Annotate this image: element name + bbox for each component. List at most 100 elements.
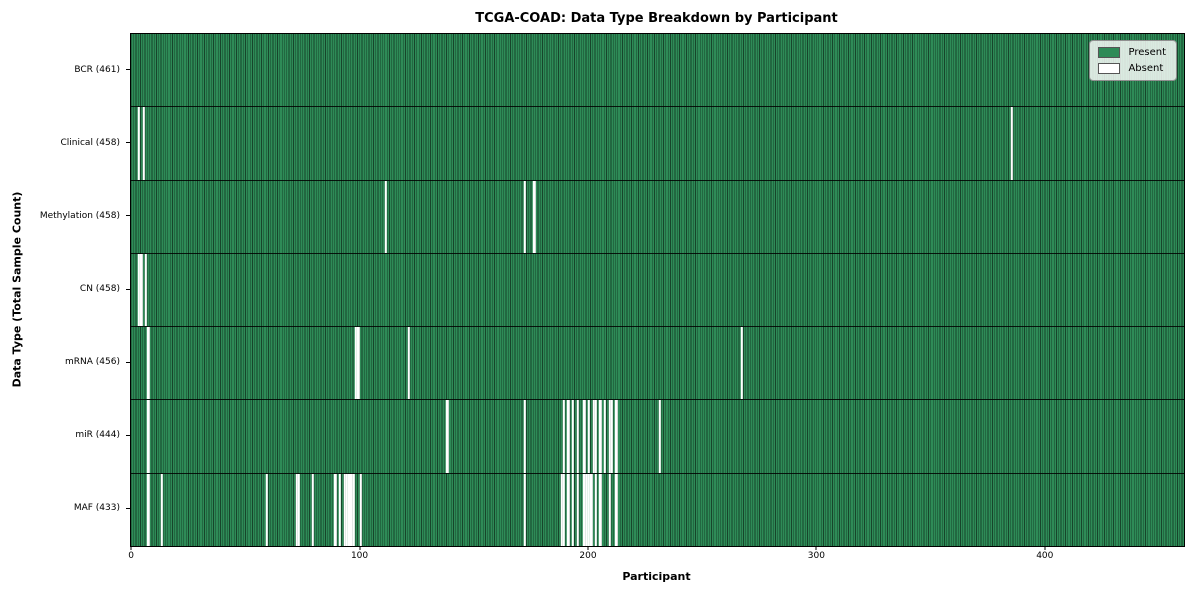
x-tick-mark bbox=[130, 546, 132, 550]
absent-stripe bbox=[571, 400, 575, 473]
absent-stripe bbox=[144, 253, 148, 327]
absent-stripe bbox=[352, 473, 355, 546]
legend-entry-absent: Absent bbox=[1098, 63, 1166, 74]
absent-stripe bbox=[140, 253, 143, 327]
absent-stripe bbox=[523, 180, 527, 253]
legend-label-absent: Absent bbox=[1128, 63, 1164, 74]
absent-stripe bbox=[357, 327, 360, 400]
absent-stripe bbox=[562, 473, 566, 546]
absent-stripe bbox=[295, 473, 298, 546]
absent-stripe bbox=[583, 400, 586, 473]
absent-stripe bbox=[658, 400, 661, 473]
y-tick-mark bbox=[126, 288, 130, 290]
absent-stripe bbox=[311, 473, 314, 546]
x-tick-label-400: 400 bbox=[1036, 551, 1054, 561]
absent-stripe bbox=[610, 400, 614, 473]
y-axis-ticks: BCR (461) Clinical (458) Methylation (458)… bbox=[0, 33, 130, 545]
absent-stripe bbox=[532, 180, 536, 253]
y-tick-label-maf: MAF (433) bbox=[73, 503, 120, 514]
absent-stripe bbox=[523, 400, 527, 473]
absent-stripe bbox=[594, 473, 598, 546]
y-tick-label-mir: miR (444) bbox=[75, 430, 120, 441]
y-tick-mark bbox=[126, 507, 130, 509]
absent-stripe bbox=[599, 400, 602, 473]
y-tick-label-mrna: mRNA (456) bbox=[65, 357, 120, 368]
absent-stripe bbox=[160, 473, 164, 546]
absent-stripe bbox=[347, 473, 351, 546]
row-band-bcr bbox=[131, 34, 1184, 107]
y-tick-mark bbox=[126, 361, 130, 363]
absent-stripe bbox=[608, 473, 611, 546]
absent-stripe bbox=[587, 400, 591, 473]
x-tick-label-0: 0 bbox=[128, 551, 135, 561]
row-band-cn bbox=[131, 252, 1184, 327]
absent-stripe bbox=[146, 327, 150, 400]
absent-stripe bbox=[523, 473, 527, 546]
absent-stripe bbox=[615, 400, 618, 473]
absent-stripe bbox=[576, 400, 579, 473]
absent-stripe bbox=[137, 107, 141, 180]
chart-title: TCGA-COAD: Data Type Breakdown by Partic… bbox=[475, 11, 838, 26]
absent-stripe bbox=[142, 107, 145, 180]
x-tick-mark bbox=[815, 546, 817, 550]
heatmap-rows bbox=[131, 34, 1184, 546]
absent-stripe bbox=[608, 400, 611, 473]
x-axis-ticks: 0 100 200 300 400 bbox=[128, 546, 1183, 568]
absent-stripe bbox=[740, 327, 744, 400]
x-tick-mark bbox=[1044, 546, 1046, 550]
absent-stripe bbox=[137, 253, 141, 327]
absent-stripe bbox=[615, 473, 618, 546]
absent-stripe bbox=[567, 400, 570, 473]
absent-stripe bbox=[592, 400, 595, 473]
absent-stripe bbox=[350, 473, 353, 546]
row-band-clinical bbox=[131, 106, 1184, 180]
plot-area: Present Absent bbox=[130, 33, 1185, 547]
absent-stripe bbox=[560, 473, 563, 546]
absent-stripe bbox=[334, 473, 337, 546]
absent-swatch bbox=[1098, 63, 1121, 74]
y-tick-mark bbox=[126, 215, 130, 217]
absent-stripe bbox=[576, 473, 579, 546]
x-tick-mark bbox=[359, 546, 361, 550]
y-tick-label-cn: CN (458) bbox=[79, 284, 120, 294]
absent-stripe bbox=[585, 473, 588, 546]
absent-stripe bbox=[354, 327, 358, 400]
absent-stripe bbox=[567, 473, 570, 546]
present-swatch bbox=[1098, 47, 1121, 58]
absent-stripe bbox=[343, 473, 346, 546]
absent-stripe bbox=[446, 400, 449, 473]
absent-stripe bbox=[359, 473, 362, 546]
y-tick-label-clinical: Clinical (458) bbox=[60, 137, 120, 148]
row-band-methylation bbox=[131, 179, 1184, 253]
absent-stripe bbox=[562, 400, 566, 473]
absent-stripe bbox=[407, 327, 410, 400]
row-band-maf bbox=[131, 472, 1184, 546]
absent-stripe bbox=[345, 473, 349, 546]
absent-stripe bbox=[384, 180, 387, 253]
absent-stripe bbox=[583, 473, 586, 546]
absent-stripe bbox=[146, 400, 150, 473]
x-tick-label-200: 200 bbox=[579, 551, 597, 561]
y-tick-label-methylation: Methylation (458) bbox=[39, 210, 120, 221]
x-axis-label: Participant bbox=[622, 570, 691, 583]
x-tick-label-100: 100 bbox=[350, 551, 369, 561]
absent-stripe bbox=[338, 473, 342, 546]
absent-stripe bbox=[265, 473, 269, 546]
absent-stripe bbox=[146, 473, 150, 546]
absent-stripe bbox=[594, 400, 598, 473]
absent-stripe bbox=[603, 400, 607, 473]
legend-entry-present: Present bbox=[1098, 47, 1166, 58]
absent-stripe bbox=[590, 473, 593, 546]
absent-stripe bbox=[297, 473, 301, 546]
absent-stripe bbox=[599, 473, 602, 546]
row-band-mrna bbox=[131, 326, 1184, 400]
y-tick-mark bbox=[126, 434, 130, 436]
y-tick-label-bcr: BCR (461) bbox=[74, 64, 120, 75]
y-tick-mark bbox=[126, 142, 130, 144]
row-band-mir bbox=[131, 399, 1184, 473]
x-tick-mark bbox=[587, 546, 589, 550]
absent-stripe bbox=[1010, 107, 1013, 180]
legend-label-present: Present bbox=[1128, 47, 1166, 58]
absent-stripe bbox=[587, 473, 591, 546]
x-tick-label-300: 300 bbox=[807, 551, 825, 561]
